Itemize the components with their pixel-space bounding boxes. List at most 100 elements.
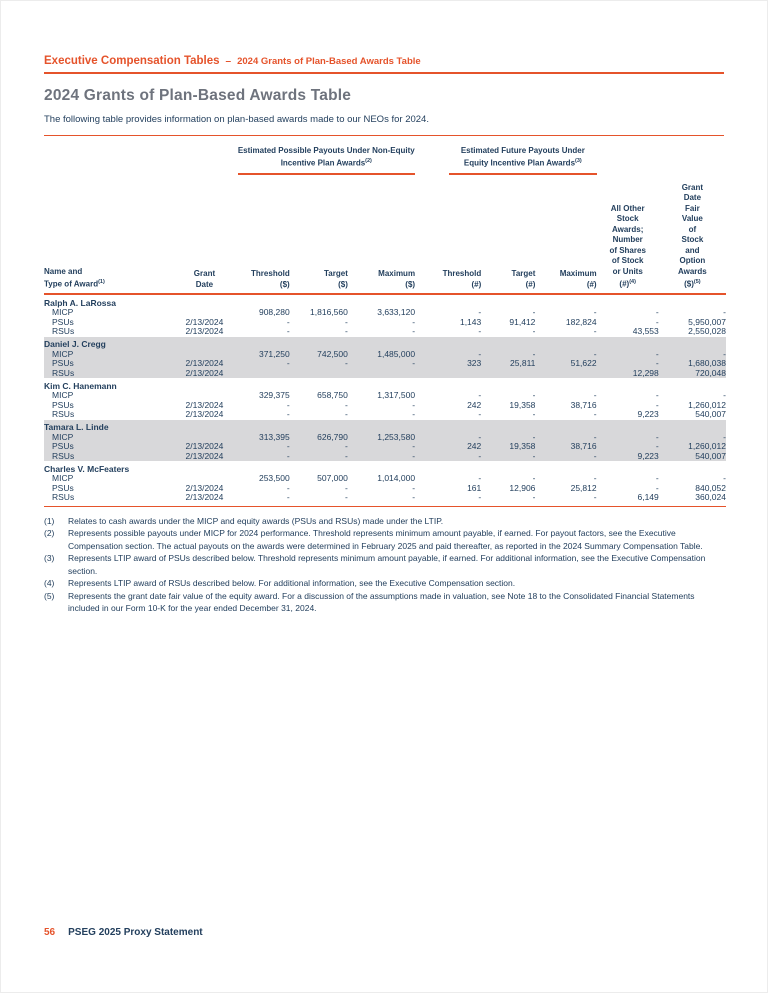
intro-text: The following table provides information… bbox=[44, 114, 429, 125]
award-type: MICP bbox=[44, 432, 180, 443]
value-cell: 242 bbox=[415, 442, 482, 452]
executive-name: Ralph A. LaRossa bbox=[44, 297, 116, 308]
value-cell: - bbox=[412, 410, 416, 420]
value-cell: 360,024 bbox=[658, 493, 726, 507]
value-cell: - bbox=[481, 349, 536, 360]
footnote: (2) Represents possible payouts under MIC… bbox=[44, 527, 726, 552]
value-cell: - bbox=[415, 432, 482, 443]
value-cell: - bbox=[593, 474, 597, 484]
value-cell: - bbox=[535, 432, 597, 443]
value-cell: 507,000 bbox=[317, 474, 348, 484]
value-cell: - bbox=[345, 327, 348, 337]
grant-date bbox=[179, 474, 229, 484]
award-type: PSUs bbox=[52, 317, 74, 327]
footnote-text: Represents LTIP award of RSUs described … bbox=[68, 578, 516, 589]
value-cell: - bbox=[532, 410, 536, 420]
footnote-text: Relates to cash awards under the MICP an… bbox=[68, 515, 444, 526]
executive-name: Kim C. Hanemann bbox=[44, 380, 117, 391]
grant-date: 2/13/2024 bbox=[185, 317, 224, 327]
footnote-text: Represents the grant date fair value of … bbox=[68, 590, 695, 614]
value-cell: - bbox=[532, 474, 536, 484]
footnote-number: (4) bbox=[44, 578, 55, 589]
value-cell: - bbox=[229, 493, 290, 507]
value-cell: - bbox=[415, 451, 482, 462]
value-cell: 19,358 bbox=[509, 400, 536, 410]
value-cell: - bbox=[229, 442, 290, 452]
value-cell: - bbox=[593, 391, 597, 401]
value-cell: 540,007 bbox=[658, 451, 726, 462]
value-cell: 1,260,012 bbox=[658, 442, 726, 452]
value-cell: - bbox=[415, 493, 482, 507]
column-header: Grant Date bbox=[179, 174, 230, 296]
footnote-number: (5) bbox=[44, 590, 55, 601]
footnote-text: Represents LTIP award of PSUs described … bbox=[68, 553, 706, 576]
value-cell: - bbox=[229, 359, 290, 369]
value-cell bbox=[289, 368, 348, 379]
value-cell: - bbox=[347, 493, 416, 507]
column-header: All Other Stock Awards; Number of Shares of S… bbox=[596, 174, 659, 296]
group-header-row: Estimated Possible Payouts Under Non-Equ… bbox=[44, 146, 726, 175]
table-row: RSUs 2/13/2024- - - - - -9,223 540,007 bbox=[44, 451, 726, 462]
page-title: 2024 Grants of Plan-Based Awards Table bbox=[44, 87, 352, 104]
value-cell: 742,500 bbox=[289, 349, 348, 360]
table-row: PSUs 2/13/2024- - -323 25,811 51,622-1,680,03… bbox=[44, 359, 726, 369]
value-cell: 720,048 bbox=[658, 368, 726, 379]
value-cell: 1,143 bbox=[459, 317, 482, 327]
table-row: MICP 329,375 658,750 1,317,500 - - - - - bbox=[44, 391, 726, 401]
value-cell: - bbox=[596, 349, 659, 360]
column-header: Threshold ($) bbox=[229, 174, 290, 296]
value-cell: - bbox=[596, 442, 659, 452]
value-cell: - bbox=[655, 400, 659, 410]
value-cell: - bbox=[723, 308, 726, 318]
footnote-ref-2: (2) bbox=[365, 158, 372, 164]
footnote: (3) Represents LTIP award of PSUs describ… bbox=[44, 552, 726, 577]
value-cell: 38,716 bbox=[570, 400, 597, 410]
value-cell: - bbox=[478, 410, 482, 420]
value-cell: 908,280 bbox=[258, 308, 290, 318]
value-cell: 51,622 bbox=[535, 359, 597, 369]
value-cell: - bbox=[286, 400, 290, 410]
table-row: RSUs 2/13/2024 - - - - - - 43,553 2,550,028 bbox=[44, 327, 726, 337]
value-cell bbox=[481, 368, 536, 379]
executive-name-row: Tamara L. Linde bbox=[44, 419, 726, 433]
group-header-spacer bbox=[597, 146, 726, 175]
grant-date: 2/13/2024 bbox=[185, 483, 224, 493]
page-content: Executive Compensation Tables – 2024 Gra… bbox=[1, 1, 767, 615]
value-cell: 540,007 bbox=[695, 410, 726, 420]
award-type: MICP bbox=[44, 349, 180, 360]
table-row: PSUs 2/13/2024 - - - 161 12,906 25,812 - 840,052 bbox=[44, 484, 726, 494]
value-cell: - bbox=[593, 308, 597, 318]
value-cell: 313,395 bbox=[229, 432, 290, 443]
value-cell: - bbox=[655, 483, 659, 493]
column-header-row: Name and Type of Award(1) Grant Date Thresho… bbox=[44, 174, 726, 296]
value-cell: - bbox=[478, 327, 482, 337]
value-cell: - bbox=[655, 308, 659, 318]
value-cell: 19,358 bbox=[481, 442, 536, 452]
value-cell: 9,223 bbox=[637, 410, 659, 420]
grant-date bbox=[179, 432, 230, 443]
group-header-non-equity-label: Estimated Possible Payouts Under Non-Equ… bbox=[237, 146, 415, 168]
value-cell: 9,223 bbox=[596, 451, 659, 462]
value-cell: 43,553 bbox=[632, 327, 659, 337]
executive-name-row: Daniel J. Cregg bbox=[44, 336, 726, 350]
value-cell bbox=[229, 368, 290, 379]
value-cell: 1,317,500 bbox=[377, 391, 416, 401]
value-cell: 5,950,007 bbox=[688, 317, 726, 327]
value-cell: - bbox=[481, 432, 536, 443]
value-cell: - bbox=[412, 483, 416, 493]
award-type: RSUs bbox=[44, 368, 180, 379]
value-cell: - bbox=[658, 432, 726, 443]
value-cell: - bbox=[478, 308, 482, 318]
column-header: Target ($) bbox=[289, 174, 348, 296]
column-header: Maximum (#) bbox=[535, 174, 597, 296]
value-cell: - bbox=[289, 359, 348, 369]
grant-date: 2/13/2024 bbox=[179, 442, 230, 452]
footnote-number: (2) bbox=[44, 528, 55, 539]
value-cell: 3,633,120 bbox=[377, 308, 416, 318]
value-cell: - bbox=[345, 317, 348, 327]
breadcrumb: Executive Compensation Tables – 2024 Gra… bbox=[44, 55, 724, 74]
value-cell: - bbox=[658, 349, 726, 360]
value-cell: 2,550,028 bbox=[688, 327, 726, 337]
grants-of-plan-based-awards-table: Estimated Possible Payouts Under Non-Equ… bbox=[44, 146, 726, 507]
